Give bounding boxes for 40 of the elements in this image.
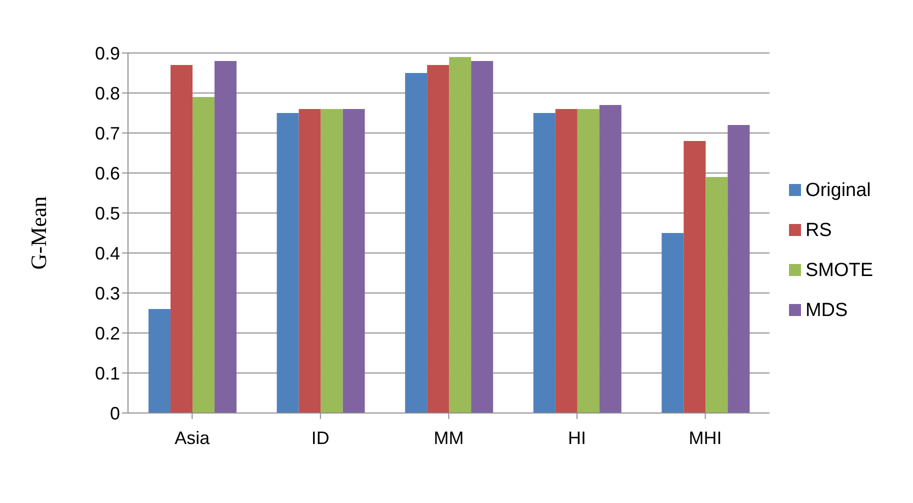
y-tick-label: 0.4 — [94, 243, 120, 264]
y-tick-label: 0.3 — [94, 283, 120, 304]
y-axis-title: G-Mean — [26, 196, 51, 270]
y-tick-label: 0.8 — [94, 83, 120, 104]
bar — [533, 113, 556, 413]
y-tick-label: 0 — [110, 403, 120, 424]
bar — [662, 233, 684, 413]
legend-label: MDS — [805, 300, 848, 320]
legend-label: Original — [805, 180, 871, 200]
y-tick-label: 0.9 — [94, 43, 120, 64]
bar — [706, 177, 728, 413]
legend-label: RS — [805, 220, 832, 240]
y-tick-label: 0.1 — [94, 363, 120, 384]
bar — [471, 61, 494, 413]
y-tick-label: 0.2 — [94, 323, 120, 344]
y-tick-label: 0.7 — [94, 123, 120, 144]
bar — [342, 109, 365, 413]
y-tick-label: 0.6 — [94, 163, 120, 184]
bar — [192, 97, 215, 413]
bar — [577, 109, 600, 413]
x-tick-label: Asia — [174, 428, 211, 448]
bar — [298, 109, 321, 413]
bar — [276, 113, 299, 413]
bar — [427, 65, 450, 413]
x-tick-label: ID — [311, 428, 330, 448]
y-tick-label: 0.5 — [94, 203, 120, 224]
bar — [148, 309, 171, 413]
bar — [599, 105, 622, 413]
bar — [320, 109, 343, 413]
bar — [728, 125, 750, 413]
bar — [449, 57, 472, 413]
x-tick-label: HI — [568, 428, 586, 448]
bar — [684, 141, 706, 413]
bar — [214, 61, 237, 413]
x-tick-label: MHI — [688, 428, 722, 448]
bar — [170, 65, 193, 413]
x-tick-label: MM — [434, 428, 464, 448]
bar — [405, 73, 428, 413]
legend-label: SMOTE — [805, 260, 873, 280]
bar — [555, 109, 578, 413]
